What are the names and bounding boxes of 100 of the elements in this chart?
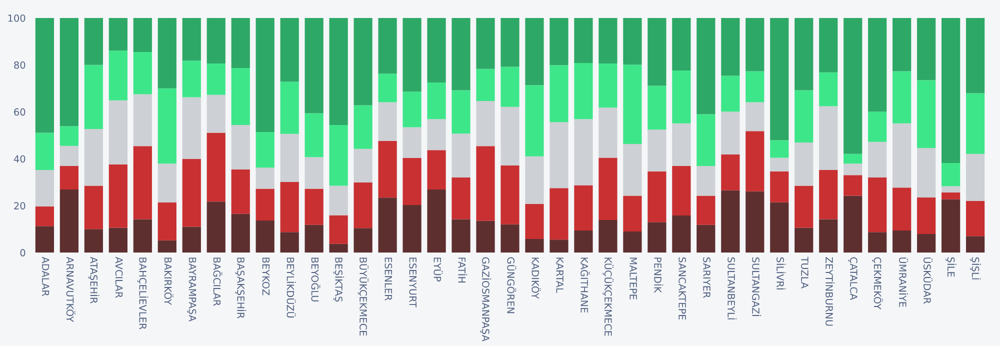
bar: [525, 18, 544, 86]
bar: [108, 100, 128, 164]
bar: [672, 123, 691, 166]
x-tick-label: MALTEPE: [630, 258, 637, 300]
bar: [819, 72, 838, 106]
bar: [574, 119, 593, 186]
bar: [133, 18, 152, 52]
bar: [354, 148, 372, 182]
bar: [476, 18, 495, 69]
bar: [158, 202, 176, 240]
bar: [770, 18, 789, 140]
bar: [623, 196, 642, 232]
bar: [182, 18, 201, 61]
bar: [696, 224, 716, 253]
bar: [844, 175, 862, 196]
bar: [672, 166, 691, 216]
bar: [84, 128, 103, 186]
x-tick-label: ATAŞEHİR: [88, 256, 100, 304]
bar: [354, 18, 372, 106]
bar: [892, 71, 912, 124]
bar: [598, 220, 618, 253]
bar: [892, 18, 912, 72]
bar: [256, 220, 274, 253]
bar: [280, 182, 299, 232]
bar: [966, 236, 985, 253]
x-tick-label: FATİH: [458, 258, 468, 283]
bar: [721, 154, 740, 190]
bar: [844, 154, 862, 164]
bar: [917, 18, 936, 80]
bar: [746, 18, 764, 72]
bar: [402, 158, 422, 205]
bar: [304, 157, 324, 189]
bar: [525, 238, 544, 253]
bar: [60, 126, 78, 146]
bar: [378, 140, 397, 198]
bar: [500, 66, 520, 107]
y-tick-label: 20: [14, 202, 26, 210]
bar: [84, 229, 103, 253]
bar: [746, 102, 764, 132]
bar: [819, 170, 838, 220]
bar: [966, 18, 985, 94]
bar: [35, 18, 54, 133]
bar: [133, 219, 152, 253]
bar: [304, 18, 324, 114]
bar: [206, 94, 226, 133]
bar: [672, 216, 691, 253]
bar: [231, 18, 250, 68]
bar: [452, 219, 470, 253]
bar: [696, 114, 716, 166]
bar: [868, 18, 887, 112]
x-tick-label: ESENYURT: [409, 258, 417, 308]
bar: [844, 18, 862, 154]
x-tick-label: GAZİOSMANPAŞA: [480, 257, 492, 342]
bar: [500, 106, 520, 166]
bar: [966, 200, 985, 236]
bar: [746, 131, 764, 192]
bar: [942, 199, 960, 253]
bar: [108, 18, 128, 51]
bar: [966, 93, 985, 154]
bar: [942, 186, 960, 193]
bar: [158, 240, 176, 253]
bar: [574, 18, 593, 64]
bar: [231, 214, 250, 253]
x-tick-label: ŞİŞLİ: [970, 257, 981, 280]
bar: [402, 92, 422, 128]
bar: [476, 101, 495, 146]
x-tick-label: ÜSKÜDAR: [924, 258, 932, 304]
bar: [746, 191, 764, 253]
bar: [868, 178, 887, 232]
x-tick-label: SANCAKTEPE: [678, 257, 686, 320]
bar: [452, 18, 470, 90]
bar: [206, 132, 226, 202]
bar: [206, 64, 226, 95]
bar: [794, 142, 814, 186]
x-tick-label: KAĞITHANE: [580, 258, 590, 313]
bar: [84, 186, 103, 230]
bar: [206, 202, 226, 253]
bar: [868, 232, 887, 253]
x-tick-label: BAĞCILAR: [213, 258, 222, 306]
bar: [35, 170, 54, 206]
bar: [158, 18, 176, 88]
bar: [500, 224, 520, 253]
bar: [917, 80, 936, 148]
bar: [672, 70, 691, 124]
bar: [256, 18, 274, 132]
x-tick-label: KÜÇÜKÇEKMECE: [602, 258, 614, 336]
x-tick-label: SULTANBEYLİ: [728, 257, 737, 320]
bar: [378, 198, 397, 253]
bar: [427, 189, 446, 253]
bar: [525, 85, 544, 156]
bar: [892, 188, 912, 231]
bar: [500, 18, 520, 67]
x-tick-label: ZEYTİNBURNU: [826, 257, 835, 326]
bar: [476, 68, 495, 102]
bar: [623, 144, 642, 196]
bar: [525, 156, 544, 204]
bar: [819, 219, 838, 253]
x-tick-label: GÜNGÖREN: [507, 257, 516, 314]
x-tick-label: BEŞİKTAŞ: [333, 258, 344, 302]
bar: [256, 168, 274, 189]
